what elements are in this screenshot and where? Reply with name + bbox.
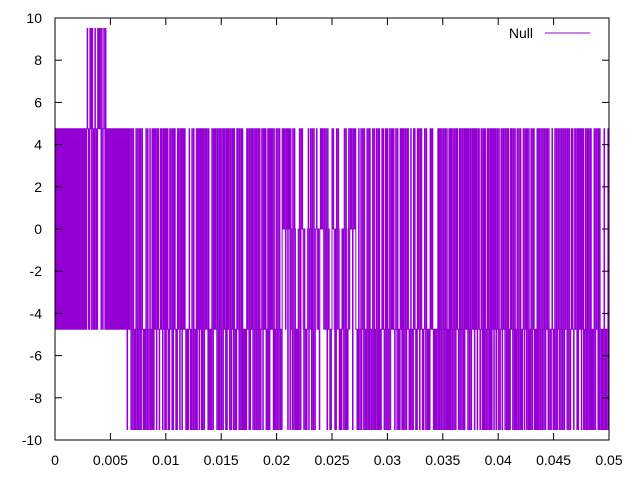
x-axis: 0 0.005 0.01 0.015 0.02 0.025 0.03 0.035 0.04 0.0… (51, 18, 623, 468)
x-tick-label: 0.025 (314, 452, 349, 468)
x-tick-label: 0.035 (425, 452, 460, 468)
y-tick-label: 10 (26, 10, 42, 26)
y-tick-label: -8 (30, 390, 43, 406)
x-tick-label: 0.015 (204, 452, 239, 468)
y-axis: -10 -8 -6 -4 -2 0 2 4 6 8 10 (22, 10, 609, 448)
y-tick-label: -6 (30, 348, 43, 364)
x-tick-label: 0.01 (152, 452, 179, 468)
x-tick-label: 0 (51, 452, 59, 468)
plot-data-layer (55, 28, 609, 430)
y-tick-label: -4 (30, 305, 43, 321)
y-tick-label: 0 (34, 221, 42, 237)
x-tick-label: 0.04 (485, 452, 512, 468)
x-tick-label: 0.005 (93, 452, 128, 468)
y-tick-label: 4 (34, 137, 42, 153)
y-tick-label: -2 (30, 263, 43, 279)
x-tick-label: 0.03 (374, 452, 401, 468)
y-tick-label: 6 (34, 94, 42, 110)
y-tick-label: -10 (22, 432, 42, 448)
legend-label-null: Null (509, 25, 533, 41)
x-tick-label: 0.02 (263, 452, 290, 468)
y-tick-label: 2 (34, 179, 42, 195)
y-tick-label: 8 (34, 52, 42, 68)
legend: Null (509, 25, 590, 41)
x-tick-label: 0.05 (595, 452, 622, 468)
x-tick-label: 0.045 (536, 452, 571, 468)
series-line-null (55, 28, 609, 430)
